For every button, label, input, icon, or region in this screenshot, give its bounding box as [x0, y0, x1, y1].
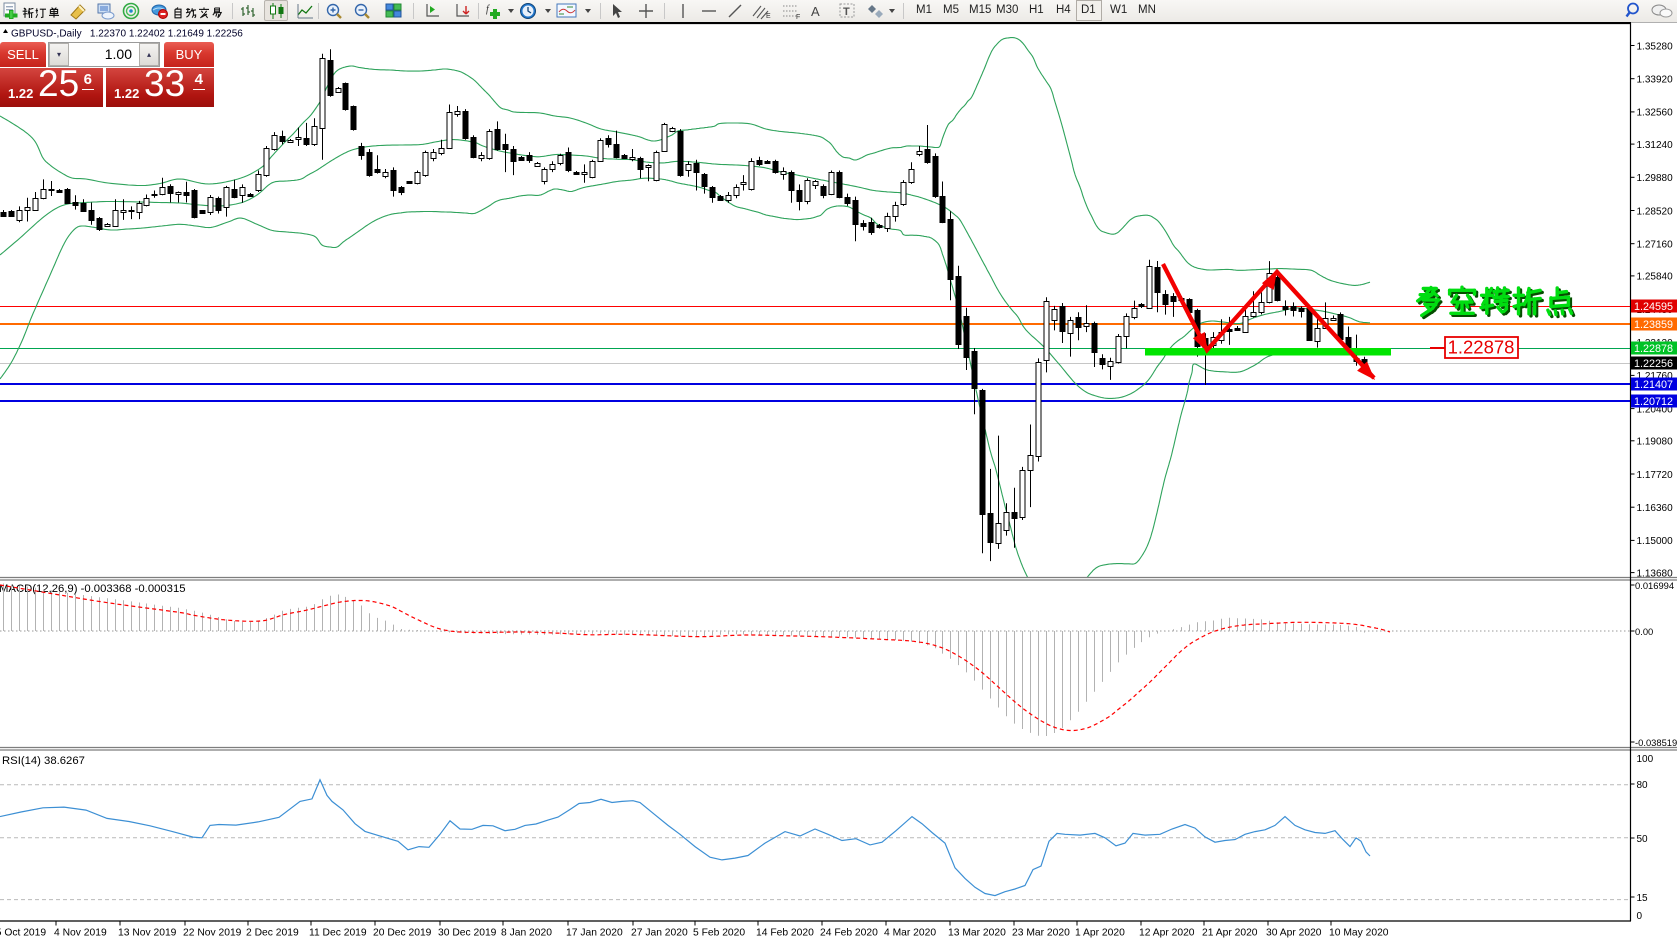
svg-text:1.15000: 1.15000 — [1637, 536, 1674, 547]
svg-text:100: 100 — [1637, 754, 1654, 765]
svg-text:T: T — [843, 6, 850, 18]
svg-text:1.27160: 1.27160 — [1637, 240, 1674, 251]
svg-text:12 Apr 2020: 12 Apr 2020 — [1139, 928, 1195, 939]
svg-text:50: 50 — [1637, 834, 1649, 845]
svg-text:F: F — [796, 14, 800, 20]
svg-text:24 Feb 2020: 24 Feb 2020 — [820, 928, 878, 939]
svg-text:1.22256: 1.22256 — [1634, 358, 1673, 370]
svg-text:1.33920: 1.33920 — [1637, 75, 1674, 86]
svg-text:1.35280: 1.35280 — [1637, 41, 1674, 52]
svg-text:1.22878: 1.22878 — [1448, 337, 1515, 358]
svg-text:15: 15 — [1637, 893, 1649, 904]
svg-text:1.23859: 1.23859 — [1634, 319, 1673, 331]
svg-text:1.17720: 1.17720 — [1637, 470, 1674, 481]
svg-text:A: A — [811, 4, 820, 19]
svg-text:30 Apr 2020: 30 Apr 2020 — [1266, 928, 1322, 939]
svg-text:1 Apr 2020: 1 Apr 2020 — [1075, 928, 1125, 939]
svg-text:1.29880: 1.29880 — [1637, 173, 1674, 184]
svg-text:17 Jan 2020: 17 Jan 2020 — [566, 928, 623, 939]
svg-text:30 Dec 2019: 30 Dec 2019 — [438, 928, 497, 939]
svg-text:2 Dec 2019: 2 Dec 2019 — [246, 928, 299, 939]
svg-text:1.25840: 1.25840 — [1637, 272, 1674, 283]
svg-text:0.00: 0.00 — [1635, 626, 1653, 637]
svg-text:13 Nov 2019: 13 Nov 2019 — [118, 928, 177, 939]
svg-text:23 Mar 2020: 23 Mar 2020 — [1012, 928, 1070, 939]
svg-text:1.24595: 1.24595 — [1634, 301, 1673, 313]
svg-text:GBPUSD-,Daily 1.22370 1.2240: GBPUSD-,Daily 1.22370 1.22402 1.21649 1.… — [11, 29, 243, 40]
svg-text:20 Dec 2019: 20 Dec 2019 — [373, 928, 432, 939]
svg-text:27 Jan 2020: 27 Jan 2020 — [631, 928, 688, 939]
svg-text:RSI(14) 38.6267: RSI(14) 38.6267 — [2, 755, 85, 767]
svg-text:1.16360: 1.16360 — [1637, 503, 1674, 514]
svg-text:f: f — [486, 4, 490, 15]
svg-text:1.20400: 1.20400 — [1637, 404, 1674, 415]
svg-text:4 Nov 2019: 4 Nov 2019 — [54, 928, 107, 939]
svg-text:1.20712: 1.20712 — [1634, 396, 1673, 408]
svg-text:25 Oct 2019: 25 Oct 2019 — [0, 928, 46, 939]
svg-text:0.016994: 0.016994 — [1635, 580, 1674, 591]
svg-text:10 May 2020: 10 May 2020 — [1329, 928, 1389, 939]
svg-text:14 Feb 2020: 14 Feb 2020 — [756, 928, 814, 939]
svg-text:MACD(12,26,9) -0.003368 -0.000: MACD(12,26,9) -0.003368 -0.000315 — [0, 583, 186, 595]
svg-text:1.22878: 1.22878 — [1634, 343, 1673, 355]
svg-text:4 Mar 2020: 4 Mar 2020 — [884, 928, 936, 939]
svg-text:1.28520: 1.28520 — [1637, 206, 1674, 217]
svg-text:5 Feb 2020: 5 Feb 2020 — [693, 928, 745, 939]
svg-text:1.32560: 1.32560 — [1637, 108, 1674, 119]
svg-text:21 Apr 2020: 21 Apr 2020 — [1202, 928, 1258, 939]
svg-text:E: E — [766, 13, 771, 20]
svg-text:1.19080: 1.19080 — [1637, 437, 1674, 448]
svg-text:13 Mar 2020: 13 Mar 2020 — [948, 928, 1006, 939]
svg-text:80: 80 — [1637, 780, 1649, 791]
svg-text:0: 0 — [1637, 911, 1643, 922]
svg-text:1.13680: 1.13680 — [1637, 568, 1674, 579]
svg-text:1.21760: 1.21760 — [1637, 371, 1674, 382]
svg-text:8 Jan 2020: 8 Jan 2020 — [501, 928, 552, 939]
svg-text:-0.038519: -0.038519 — [1635, 737, 1677, 748]
svg-text:1.31240: 1.31240 — [1637, 140, 1674, 151]
svg-text:11 Dec 2019: 11 Dec 2019 — [309, 928, 367, 939]
svg-text:22 Nov 2019: 22 Nov 2019 — [183, 928, 242, 939]
svg-text:1.21407: 1.21407 — [1634, 379, 1673, 391]
